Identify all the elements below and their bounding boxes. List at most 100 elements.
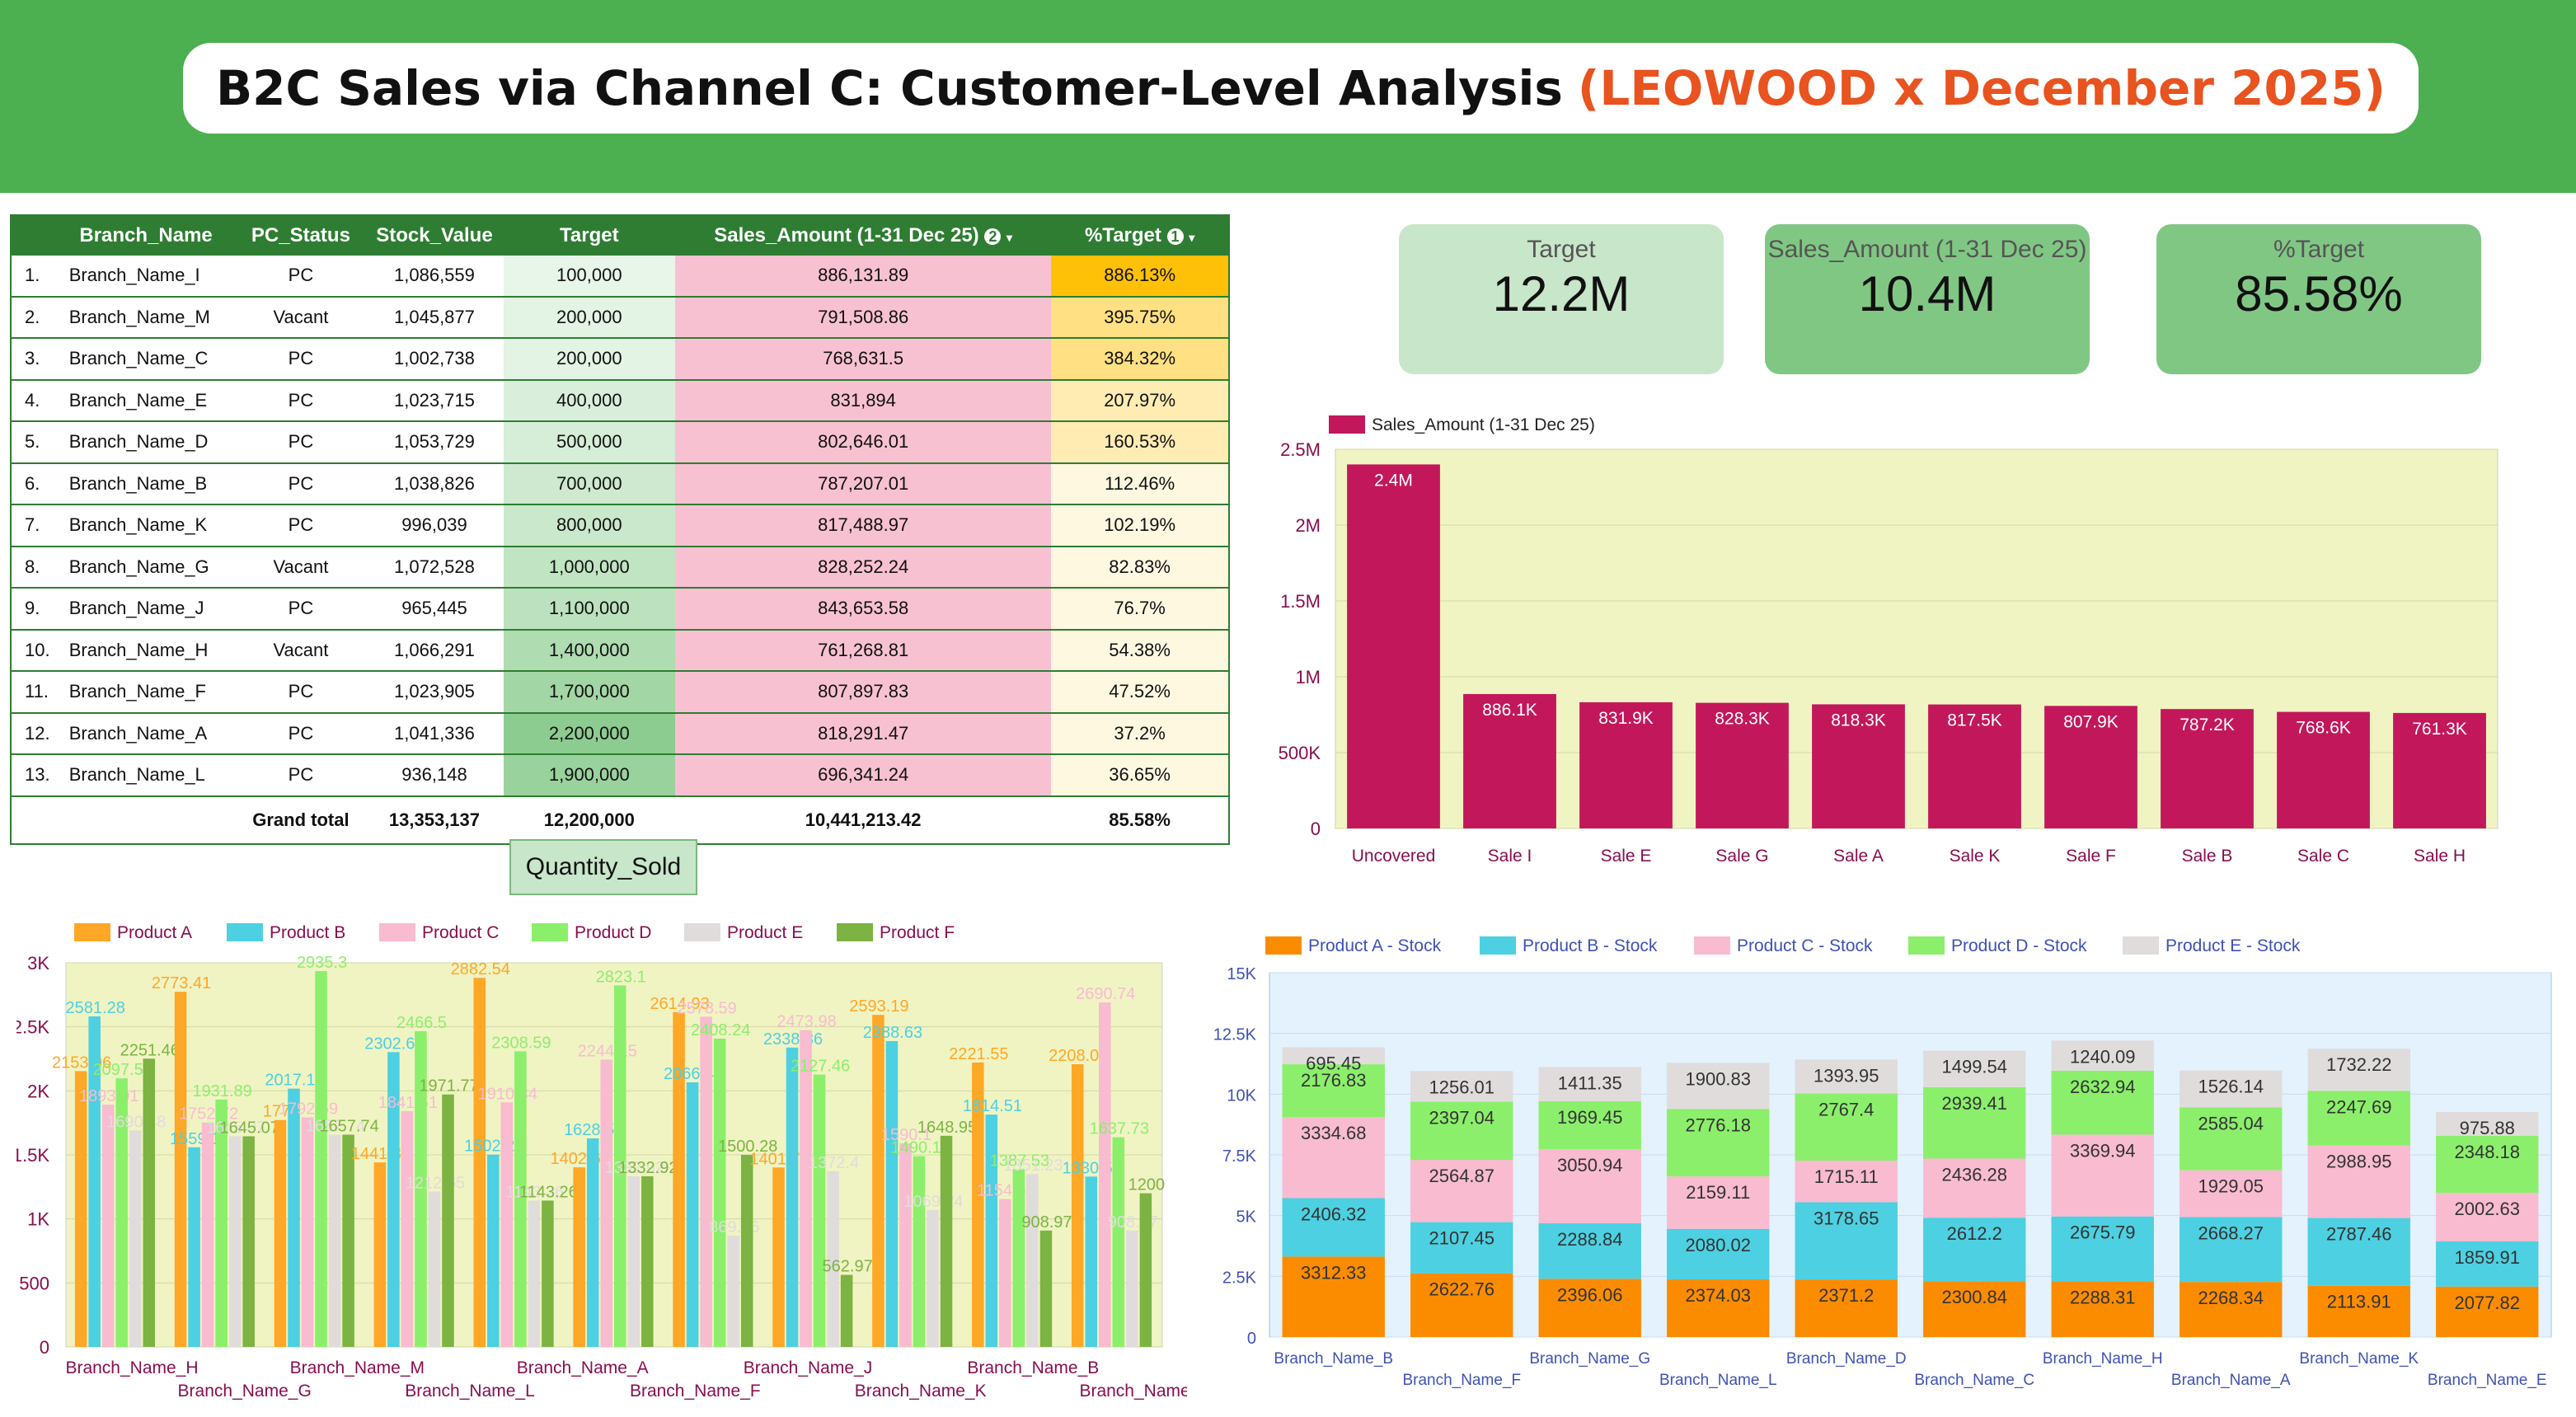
branch-name-cell: Branch_Name_C <box>55 338 237 381</box>
table-row[interactable]: 5. Branch_Name_D PC 1,053,729 500,000 802,646… <box>11 421 1229 464</box>
row-index: 13. <box>11 754 56 797</box>
x-tick-label: Branch_Name_E <box>2428 1372 2547 1389</box>
sales-amount-cell: 817,488.97 <box>675 504 1052 547</box>
legend-label: Product E - Stock <box>2165 936 2301 955</box>
target-cell: 200,000 <box>503 296 676 339</box>
total-blank <box>11 796 56 844</box>
col-header-target[interactable]: Target <box>503 215 676 256</box>
bar <box>2044 706 2137 828</box>
bar-data-label: 2823.1 <box>596 968 646 986</box>
table-row[interactable]: 2. Branch_Name_M Vacant 1,045,877 200,000 791… <box>11 296 1229 339</box>
col-header-branch[interactable]: Branch_Name <box>55 215 237 256</box>
segment-data-label: 1499.54 <box>1941 1057 2007 1077</box>
y-tick-label: 12.5K <box>1213 1026 1257 1044</box>
bar-data-label: 807.9K <box>2063 712 2119 731</box>
sales-amount-cell: 696,341.24 <box>675 754 1052 797</box>
sales-amount-cell: 802,646.01 <box>675 421 1052 464</box>
table-row[interactable]: 7. Branch_Name_K PC 996,039 800,000 817,488.9… <box>11 504 1229 547</box>
bar <box>840 1274 853 1347</box>
x-tick-label: Sale G <box>1715 847 1768 866</box>
bar-data-label: 1200 <box>1128 1176 1166 1194</box>
stack-segment <box>2180 1217 2283 1283</box>
stack-segment <box>1538 1222 1641 1279</box>
segment-data-label: 2397.04 <box>1429 1107 1494 1128</box>
segment-data-label: 2988.95 <box>2326 1151 2392 1171</box>
table-row[interactable]: 1. Branch_Name_I PC 1,086,559 100,000 886,131… <box>11 256 1229 298</box>
table-row[interactable]: 9. Branch_Name_J PC 965,445 1,100,000 843,653… <box>11 588 1229 631</box>
bar <box>1579 701 1673 828</box>
dropdown-icon[interactable]: ▾ <box>1189 231 1195 244</box>
dropdown-icon[interactable]: ▾ <box>1006 231 1013 244</box>
stack-segment <box>1410 1101 1513 1161</box>
bar-data-label: 1372.4 <box>809 1154 859 1172</box>
bar-data-label: 1069.24 <box>903 1193 963 1211</box>
bar <box>872 1015 884 1347</box>
branch-name-cell: Branch_Name_H <box>55 629 237 672</box>
segment-data-label: 2776.18 <box>1685 1114 1751 1135</box>
bar-data-label: 831.9K <box>1598 709 1654 728</box>
bar-data-label: 2302.62 <box>364 1035 424 1053</box>
table-row[interactable]: 4. Branch_Name_E PC 1,023,715 400,000 831,894… <box>11 379 1229 422</box>
bar <box>1696 702 1789 828</box>
segment-data-label: 1526.14 <box>2198 1077 2264 1097</box>
total-label: Grand total <box>252 809 350 830</box>
bar <box>542 1200 554 1347</box>
branch-name-cell: Branch_Name_F <box>55 671 237 714</box>
table-row[interactable]: 10. Branch_Name_H Vacant 1,066,291 1,400,000… <box>11 629 1229 672</box>
table-row[interactable]: 13. Branch_Name_L PC 936,148 1,900,000 696,34… <box>11 754 1229 797</box>
bar-data-label: 1143.26 <box>519 1183 578 1201</box>
sales-amount-cell: 791,508.86 <box>675 296 1052 339</box>
bar-data-label: 1143.26 <box>505 1183 564 1201</box>
segment-data-label: 2113.91 <box>2327 1292 2391 1312</box>
col-header-status[interactable]: PC_Status <box>236 215 366 256</box>
bar <box>1347 464 1440 828</box>
bar-data-label: 818.3K <box>1831 711 1886 730</box>
bar-data-label: 2473.98 <box>777 1013 836 1031</box>
bar <box>301 1117 314 1347</box>
table-row[interactable]: 8. Branch_Name_G Vacant 1,072,528 1,000,000 8… <box>11 546 1229 589</box>
y-tick-label: 1.5M <box>1280 591 1321 612</box>
target-cell: 1,100,000 <box>503 588 676 631</box>
col-header-sales[interactable]: Sales_Amount (1-31 Dec 25) 2 ▾ <box>675 215 1052 256</box>
quantity-sold-chart: Product A Product B Product C Product D Prod… <box>16 923 1187 1401</box>
legend-label: Product A <box>117 923 192 942</box>
col-header-pct[interactable]: %Target 1 ▾ <box>1051 215 1229 256</box>
segment-data-label: 1900.83 <box>1685 1068 1751 1089</box>
bar <box>201 1122 214 1347</box>
segment-data-label: 2107.45 <box>1429 1228 1494 1249</box>
bar-data-label: 1690.48 <box>106 1113 166 1131</box>
bar <box>2277 711 2370 828</box>
table-row[interactable]: 6. Branch_Name_B PC 1,038,826 700,000 787,207… <box>11 462 1229 505</box>
stack-segment <box>1923 1086 2026 1159</box>
stack-segment <box>1538 1067 1641 1102</box>
segment-data-label: 2077.82 <box>2454 1293 2520 1313</box>
bar-data-label: 1490.11 <box>891 1139 950 1157</box>
table-row[interactable]: 11. Branch_Name_F PC 1,023,905 1,700,000 807,… <box>11 671 1229 714</box>
bar <box>500 1102 514 1347</box>
sales-amount-cell: 831,894 <box>675 379 1052 422</box>
bar <box>487 1154 500 1347</box>
stack-segment <box>2051 1070 2154 1135</box>
stack-segment <box>2436 1112 2539 1136</box>
bar-data-label: 787.2K <box>2180 716 2235 734</box>
x-tick-label: Branch_Name_H <box>2043 1350 2163 1368</box>
stack-segment <box>1410 1222 1513 1274</box>
stack-segment <box>2436 1192 2539 1241</box>
stock-value-cell: 1,053,729 <box>365 421 504 464</box>
row-index: 4. <box>11 379 56 422</box>
table-row[interactable]: 12. Branch_Name_A PC 1,041,336 2,200,000 818,… <box>11 712 1229 755</box>
segment-data-label: 2371.2 <box>1818 1285 1874 1306</box>
quantity-sold-button[interactable]: Quantity_Sold <box>509 839 697 895</box>
segment-data-label: 2622.76 <box>1429 1279 1494 1300</box>
x-tick-label: Branch_Name_G <box>1529 1350 1650 1368</box>
table-row[interactable]: 3. Branch_Name_C PC 1,002,738 200,000 768,631… <box>11 338 1229 381</box>
header-bar: B2C Sales via Channel C: Customer-Level … <box>0 0 2576 193</box>
col-header-stock[interactable]: Stock_Value <box>365 215 504 256</box>
stack-segment <box>2307 1049 2410 1091</box>
segment-data-label: 3050.94 <box>1557 1155 1623 1175</box>
segment-data-label: 1240.09 <box>2070 1046 2136 1067</box>
stack-segment <box>1667 1176 1770 1229</box>
x-tick-label: Branch_Name_F <box>1402 1372 1521 1389</box>
bar-data-label: 817.5K <box>1947 711 2002 730</box>
kpi-sales-value: 10.4M <box>1858 266 1997 321</box>
